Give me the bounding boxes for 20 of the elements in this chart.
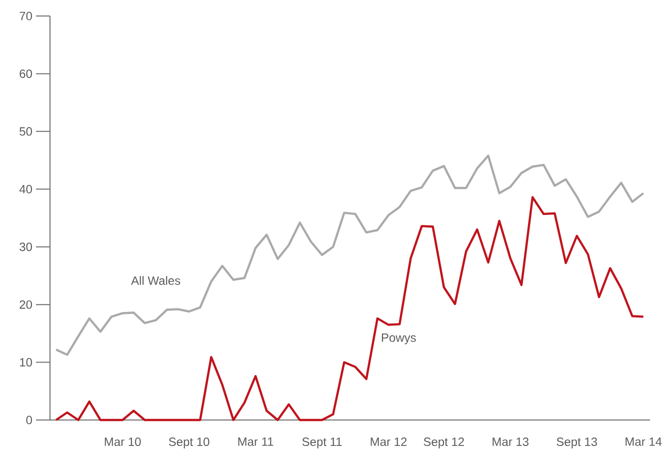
x-tick-label: Mar 13 [492, 438, 529, 446]
y-tick-label: 20 [20, 300, 32, 309]
x-tick-label: Sept 11 [302, 438, 342, 449]
y-tick-label: 30 [20, 242, 32, 252]
series-label: Powys [382, 334, 416, 344]
y-tick-label: 10 [20, 358, 32, 367]
x-tick-label: Sept 10 [168, 438, 210, 449]
line-series [54, 154, 644, 356]
x-tick-label: Mar 11 [238, 438, 274, 446]
y-tick-label: 60 [20, 70, 32, 78]
y-tick-label: 0 [26, 416, 32, 424]
x-tick-label: Sept 13 [556, 438, 598, 449]
x-tick-label: Mar 14 [626, 438, 662, 446]
text: All Wales [131, 276, 180, 285]
x-tick-label: Sept 12 [424, 438, 464, 449]
y-tick-label: 50 [20, 127, 32, 136]
y-tick-label: 40 [19, 185, 32, 194]
x-tick-label: Mar 12 [370, 438, 407, 446]
y-tick-label: 70 [20, 12, 32, 20]
x-tick-label: Mar 10 [104, 438, 141, 446]
